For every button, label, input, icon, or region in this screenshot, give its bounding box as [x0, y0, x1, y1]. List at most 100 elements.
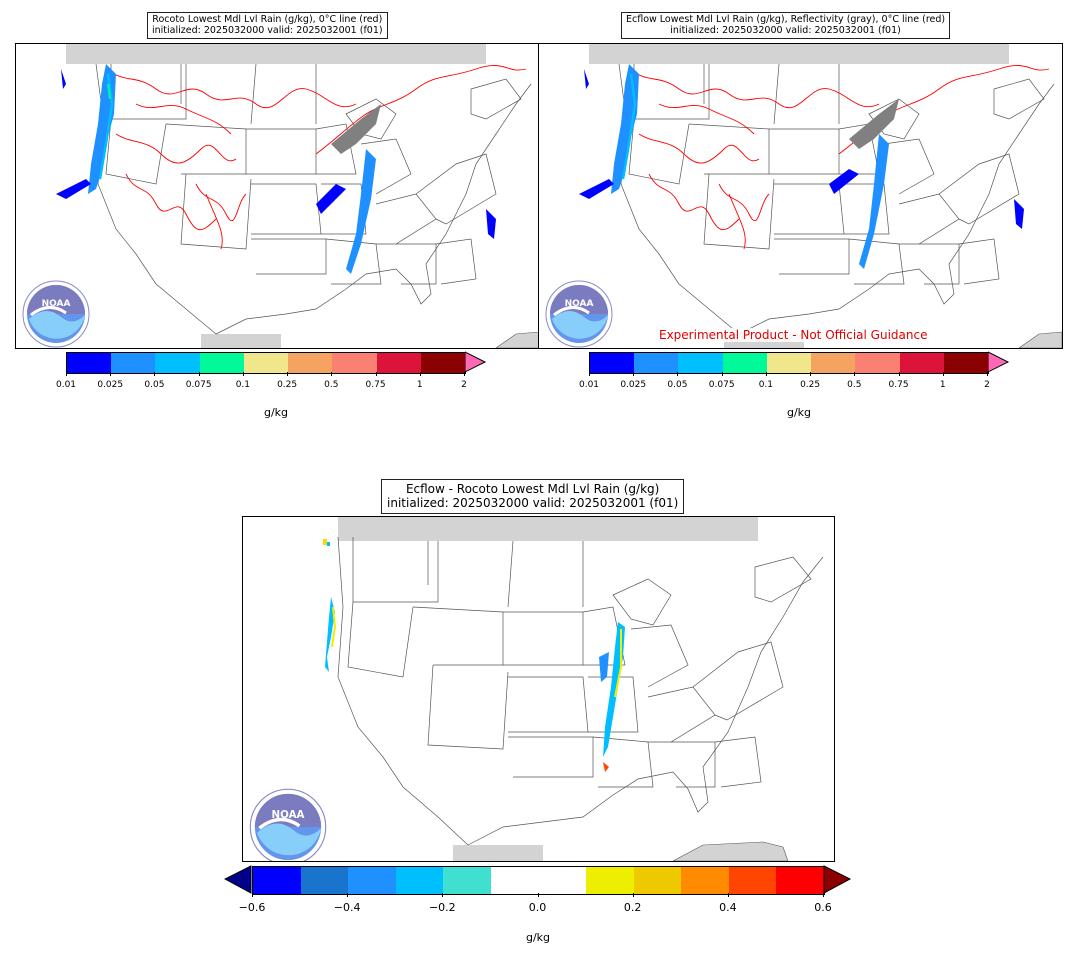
panel3-colorbar [252, 866, 825, 895]
panel2-colorbar-segment [766, 353, 812, 373]
panel1-colorbar-unit: g/kg [263, 406, 289, 419]
panel1-colorbar-tick-label: 0.1 [235, 380, 251, 390]
panel2-colorbar-tick-mark [721, 372, 723, 376]
panel1-title-line2: initialized: 2025032000 valid: 202503200… [152, 25, 383, 37]
panel1-colorbar-tick-mark [287, 372, 289, 376]
panel1-map-canvas [56, 44, 539, 348]
panel1-colorbar-tick-label: 0.75 [365, 380, 386, 390]
panel1-colorbar-tick-label: 0.05 [144, 380, 165, 390]
panel2-colorbar-tick-mark [677, 372, 679, 376]
panel2-colorbar-tick-mark [633, 372, 635, 376]
panel2-colorbar-extend-arrow [988, 351, 1010, 373]
panel3-colorbar-segment [633, 867, 682, 894]
panel3-colorbar-segment [776, 867, 824, 894]
panel3-colorbar-segment [586, 867, 634, 894]
panel2-colorbar-segment [634, 353, 679, 373]
panel1-colorbar-tick-mark [464, 372, 465, 376]
panel1-colorbar-tick-mark [242, 372, 244, 376]
panel1-colorbar-tick-label: 0.01 [55, 380, 77, 390]
panel1-colorbar-segment [199, 353, 244, 373]
panel2-colorbar-tick-label: 1 [939, 380, 946, 390]
panel1-colorbar-tick-mark [66, 372, 67, 376]
panel2-colorbar-tick-mark [765, 372, 767, 376]
panel3-colorbar-tick-label: 0.4 [719, 901, 737, 914]
panel2-colorbar [589, 352, 989, 374]
noaa-logo: NOAA [249, 788, 327, 861]
panel2-colorbar-tick-label: 0.75 [888, 380, 909, 390]
panel1-colorbar-tick-label: 0.25 [277, 380, 298, 390]
panel2-colorbar-segment [678, 353, 723, 373]
panel1-colorbar-tick-mark [375, 372, 377, 376]
panel1-colorbar-tick-mark [419, 372, 421, 376]
panel3-colorbar-segment [395, 867, 444, 894]
panel1-colorbar-segment [376, 353, 421, 373]
svg-text:NOAA: NOAA [272, 809, 305, 821]
noaa-logo: NOAA [545, 280, 613, 348]
panel3-colorbar-tick-label: −0.6 [238, 901, 266, 914]
panel2-map-canvas [579, 44, 1062, 348]
panel1-colorbar-tick-mark [331, 372, 333, 376]
panel1-colorbar-tick-label: 0.075 [185, 380, 212, 390]
panel2-title-line2: initialized: 2025032000 valid: 202503200… [670, 25, 901, 37]
panel1-colorbar-segment [288, 353, 333, 373]
panel2-colorbar-segment [811, 353, 856, 373]
panel2-colorbar-segment [899, 353, 944, 373]
panel1-colorbar-segment [67, 353, 112, 373]
panel3-title-line2: initialized: 2025032000 valid: 202503200… [387, 496, 679, 511]
panel3-map-canvas [323, 517, 824, 861]
panel2-colorbar-tick-mark [589, 372, 590, 376]
panel1-map[interactable]: NOAA [15, 43, 540, 349]
experimental-watermark: Experimental Product - Not Official Guid… [657, 328, 930, 342]
noaa-logo: NOAA [22, 280, 90, 348]
panel1-colorbar-segment [155, 353, 200, 373]
panel1-colorbar-extend-arrow [465, 351, 487, 373]
panel3-colorbar-segment [538, 867, 587, 894]
panel3-colorbar-tick-mark [823, 893, 824, 897]
panel2-title: Ecflow Lowest Mdl Lvl Rain (g/kg), Refle… [621, 12, 951, 39]
panel2-colorbar-tick-label: 0.05 [667, 380, 688, 390]
panel2-title-line1: Ecflow Lowest Mdl Lvl Rain (g/kg), Refle… [626, 14, 946, 25]
panel2-colorbar-segment [722, 353, 767, 373]
panel2-colorbar-tick-label: 2 [984, 380, 990, 390]
panel3-colorbar-segment [443, 867, 491, 894]
panel3-colorbar-tick-mark [632, 893, 634, 897]
panel2-map[interactable]: NOAA Experimental Product - Not Official… [538, 43, 1063, 349]
panel2-colorbar-tick-mark [987, 372, 988, 376]
panel1-colorbar-tick-label: 1 [416, 380, 423, 390]
panel3-colorbar-tick-mark [537, 893, 539, 897]
panel3-colorbar-tick-label: −0.4 [333, 901, 361, 914]
panel1-colorbar-tick-mark [154, 372, 156, 376]
svg-text:NOAA: NOAA [565, 299, 594, 309]
panel2-colorbar-tick-label: 0.25 [800, 380, 821, 390]
panel1-colorbar-tick-mark [198, 372, 200, 376]
panel3-colorbar-tick-label: 0.0 [528, 901, 547, 914]
panel1-title-line1: Rocoto Lowest Mdl Lvl Rain (g/kg), 0°C l… [152, 14, 383, 25]
panel3-colorbar-segment [728, 867, 777, 894]
panel2-colorbar-tick-mark [810, 372, 812, 376]
panel2-colorbar-unit: g/kg [786, 406, 812, 419]
panel2-colorbar-tick-label: 0.025 [620, 380, 647, 390]
panel2-colorbar-tick-label: 0.01 [578, 380, 600, 390]
panel3-map[interactable]: NOAA [242, 516, 835, 862]
panel3-colorbar-segment [348, 867, 396, 894]
panel3-colorbar-segment [300, 867, 349, 894]
panel1-colorbar-segment [243, 353, 289, 373]
panel1-colorbar-tick-mark [110, 372, 112, 376]
panel2-colorbar-segment [855, 353, 900, 373]
panel3-title: Ecflow - Rocoto Lowest Mdl Lvl Rain (g/k… [381, 479, 685, 514]
panel2-colorbar-tick-label: 0.1 [758, 380, 774, 390]
svg-text:NOAA: NOAA [42, 299, 71, 309]
panel3-colorbar-tick-mark [727, 893, 729, 897]
panel2-colorbar-tick-label: 0.075 [708, 380, 735, 390]
panel1-colorbar-tick-label: 0.5 [324, 380, 339, 390]
panel1-colorbar [66, 352, 466, 374]
panel1-colorbar-segment [420, 353, 465, 373]
panel3-colorbar-tick-mark [442, 893, 444, 897]
panel1-colorbar-tick-label: 0.025 [97, 380, 124, 390]
panel3-colorbar-min-arrow [224, 865, 252, 894]
panel3-colorbar-tick-label: 0.2 [623, 901, 642, 914]
panel3-colorbar-unit: g/kg [525, 931, 551, 944]
panel3-colorbar-segment [681, 867, 729, 894]
panel3-colorbar-tick-mark [252, 893, 253, 897]
panel3-colorbar-tick-mark [347, 893, 349, 897]
